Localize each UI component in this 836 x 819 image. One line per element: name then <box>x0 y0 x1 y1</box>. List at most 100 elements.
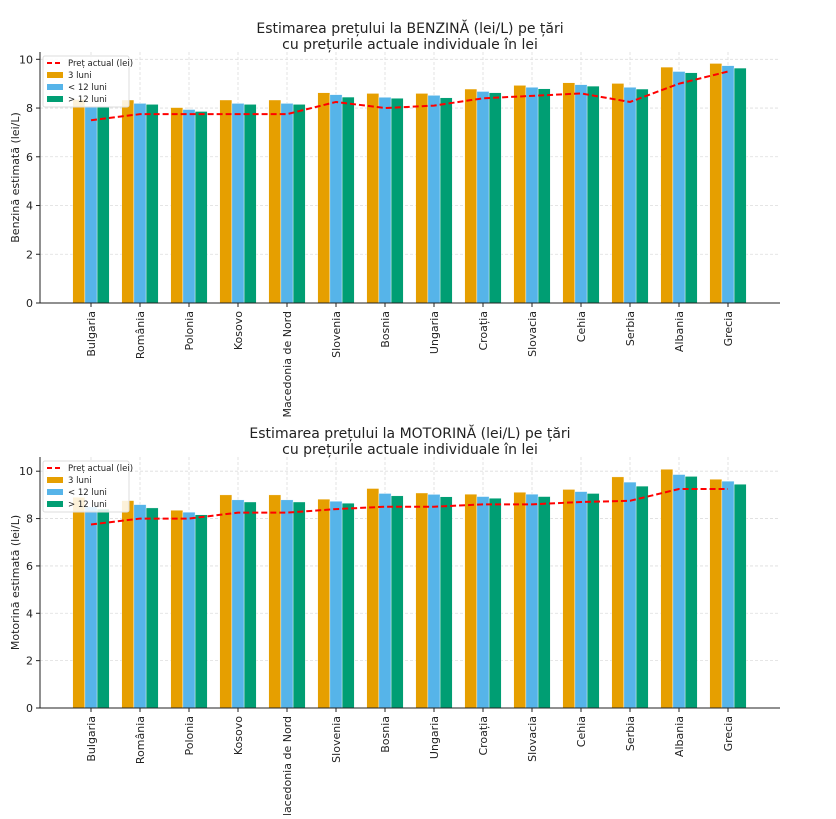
legend-label: Preț actual (lei) <box>68 59 133 69</box>
bar--12-luni-Croația <box>488 92 502 304</box>
x-tick-label: Polonia <box>183 716 196 756</box>
bar--12-luni-Croația <box>476 91 490 304</box>
x-tick-label: Serbia <box>624 716 637 751</box>
bar-3-luni-Slovacia <box>513 492 527 709</box>
bar-3-luni-Polonia <box>170 510 184 709</box>
bar--12-luni-Bosnia <box>390 98 404 304</box>
chart-title: Estimarea prețului la BENZINĂ (lei/L) pe… <box>256 19 563 37</box>
x-tick-label: Cehia <box>575 311 588 342</box>
bar-3-luni-Ungaria <box>415 492 429 709</box>
bar--12-luni-Serbia <box>635 485 649 709</box>
bar-3-luni-Cehia <box>562 82 576 304</box>
bar-3-luni-Ungaria <box>415 93 429 304</box>
bar--12-luni-Bulgaria <box>96 508 110 709</box>
legend-label: 3 luni <box>68 476 92 486</box>
y-tick-label: 4 <box>26 607 33 620</box>
x-tick-label: România <box>134 311 147 359</box>
bar--12-luni-Macedonia de Nord <box>280 499 294 709</box>
x-tick-label: Albania <box>673 311 686 352</box>
bar--12-luni-Albania <box>672 71 686 304</box>
y-tick-label: 8 <box>26 513 33 526</box>
bar-3-luni-Cehia <box>562 489 576 709</box>
bar--12-luni-Grecia <box>733 67 747 304</box>
bar-3-luni-Croația <box>464 88 478 304</box>
x-tick-label: Slovacia <box>526 716 539 762</box>
bar--12-luni-Albania <box>684 476 698 709</box>
bar-3-luni-Macedonia de Nord <box>268 494 282 709</box>
x-tick-label: Croația <box>477 311 490 351</box>
x-tick-label: Slovenia <box>330 311 343 358</box>
bar-3-luni-România <box>121 500 135 709</box>
x-tick-label: Albania <box>673 716 686 757</box>
x-tick-label: Serbia <box>624 311 637 346</box>
bar--12-luni-România <box>145 507 159 709</box>
bar-3-luni-Albania <box>660 66 674 304</box>
x-tick-label: Macedonia de Nord <box>281 716 294 815</box>
bar--12-luni-Serbia <box>623 481 637 709</box>
bar--12-luni-Cehia <box>586 493 600 709</box>
x-tick-label: Bulgaria <box>85 716 98 762</box>
legend-swatch <box>47 501 63 507</box>
x-tick-label: Cehia <box>575 716 588 747</box>
x-tick-label: Macedonia de Nord <box>281 311 294 418</box>
y-tick-label: 2 <box>26 655 33 668</box>
bar--12-luni-Macedonia de Nord <box>280 103 294 304</box>
bar--12-luni-Ungaria <box>439 496 453 709</box>
y-tick-label: 6 <box>26 560 33 573</box>
y-axis-label: Motorină estimată (lei/L) <box>9 515 22 650</box>
y-tick-label: 2 <box>26 248 33 261</box>
chart-subtitle: cu prețurile actuale individuale în lei <box>282 442 538 458</box>
bar--12-luni-Kosovo <box>231 103 245 304</box>
bar--12-luni-Slovenia <box>341 502 355 709</box>
x-tick-label: Kosovo <box>232 311 245 350</box>
bar--12-luni-Slovenia <box>329 501 343 709</box>
legend-swatch <box>47 84 63 90</box>
y-tick-label: 0 <box>26 297 33 310</box>
bar-3-luni-Slovacia <box>513 85 527 304</box>
bar--12-luni-Bosnia <box>378 493 392 709</box>
x-tick-label: România <box>134 716 147 764</box>
bar--12-luni-Cehia <box>574 491 588 709</box>
bar--12-luni-Croația <box>488 498 502 709</box>
chart-1: Estimarea prețului la MOTORINĂ (lei/L) p… <box>9 424 780 819</box>
bar-3-luni-Croația <box>464 493 478 709</box>
bar-3-luni-Kosovo <box>219 99 233 304</box>
legend-label: > 12 luni <box>68 95 107 105</box>
bar--12-luni-Polonia <box>194 514 208 709</box>
y-tick-label: 10 <box>19 465 33 478</box>
legend-label: 3 luni <box>68 71 92 81</box>
chart-0: Estimarea prețului la BENZINĂ (lei/L) pe… <box>9 19 780 418</box>
bar--12-luni-Bulgaria <box>84 506 98 709</box>
bar-3-luni-Polonia <box>170 107 184 304</box>
x-tick-label: Kosovo <box>232 716 245 755</box>
bar-3-luni-Bulgaria <box>72 497 86 709</box>
bar--12-luni-Slovenia <box>341 96 355 304</box>
x-tick-label: Slovenia <box>330 716 343 763</box>
bar--12-luni-Bulgaria <box>84 106 98 304</box>
chart-subtitle: cu prețurile actuale individuale în lei <box>282 37 538 53</box>
bar--12-luni-Slovacia <box>525 87 539 304</box>
x-tick-label: Slovacia <box>526 311 539 357</box>
bar--12-luni-Macedonia de Nord <box>292 501 306 709</box>
y-tick-label: 10 <box>19 53 33 66</box>
bar-3-luni-Serbia <box>611 476 625 709</box>
legend-label: > 12 luni <box>68 500 107 510</box>
bar--12-luni-Kosovo <box>243 501 257 709</box>
bar-3-luni-România <box>121 99 135 304</box>
bar--12-luni-Slovacia <box>537 88 551 304</box>
y-tick-label: 4 <box>26 200 33 213</box>
bar-3-luni-Serbia <box>611 83 625 304</box>
bar-3-luni-Kosovo <box>219 494 233 709</box>
x-tick-label: Ungaria <box>428 716 441 759</box>
bar--12-luni-Kosovo <box>243 104 257 304</box>
bar--12-luni-Bosnia <box>390 495 404 709</box>
bar--12-luni-Serbia <box>623 87 637 304</box>
bar--12-luni-Bulgaria <box>96 106 110 304</box>
x-tick-label: Bosnia <box>379 716 392 753</box>
x-tick-label: Ungaria <box>428 311 441 354</box>
legend: Preț actual (lei) 3 luni < 12 luni > 12 lun… <box>42 460 133 513</box>
legend-label: Preț actual (lei) <box>68 464 133 474</box>
bar--12-luni-Croația <box>476 496 490 709</box>
legend: Preț actual (lei) 3 luni < 12 luni > 12 lun… <box>42 55 133 108</box>
